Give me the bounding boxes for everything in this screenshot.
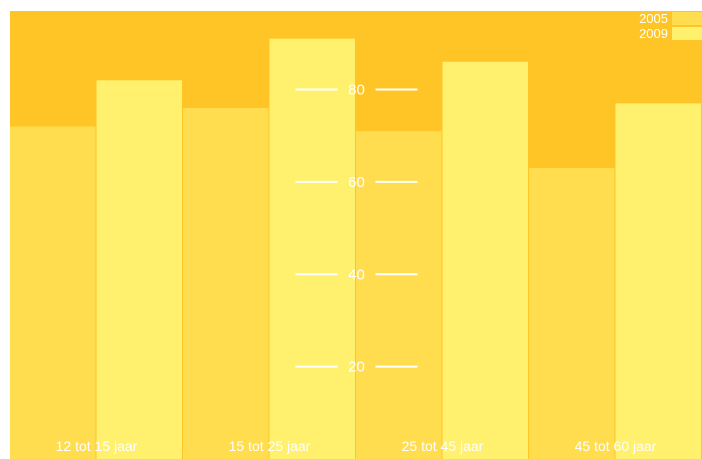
category-label: 45 tot 60 jaar [575,438,657,454]
bar-2009-1 [270,39,356,459]
y-tick-label: 40 [348,266,365,283]
y-tick-label: 80 [348,82,365,99]
bar-2009-2 [443,62,529,459]
bar-2009-3 [616,103,702,459]
legend-swatch-2005 [672,12,702,25]
category-label: 25 tot 45 jaar [402,438,484,454]
category-label: 15 tot 25 jaar [229,438,311,454]
y-tick-label: 60 [348,174,365,191]
bar-2005-2 [356,131,442,459]
bar-2005-1 [183,108,269,459]
legend-label-2005: 2005 [639,11,668,26]
legend-swatch-2009 [672,27,702,40]
category-label: 12 tot 15 jaar [56,438,138,454]
bar-2005-3 [529,168,615,459]
legend-label-2009: 2009 [639,26,668,41]
bar-2009-0 [97,80,183,459]
bar-2005-0 [10,127,96,459]
y-tick-label: 20 [348,359,365,376]
